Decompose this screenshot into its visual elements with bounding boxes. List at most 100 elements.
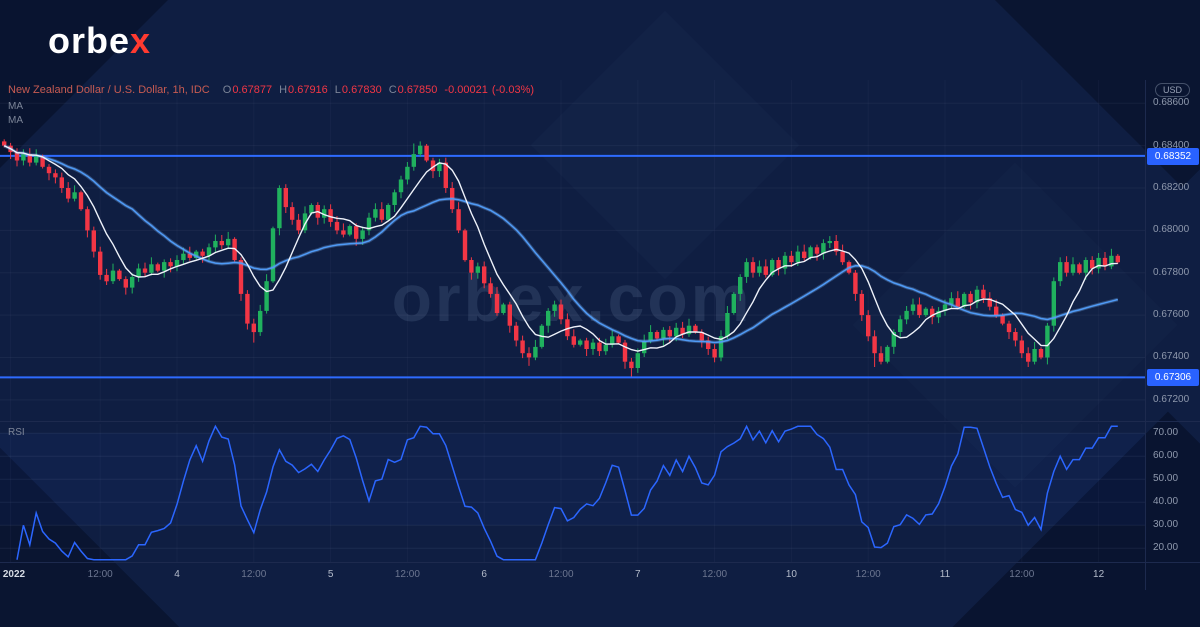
candle-body <box>1070 264 1076 273</box>
candle-body <box>72 192 77 199</box>
candle-body <box>91 230 96 252</box>
close-label: C <box>388 84 397 96</box>
pane-separator[interactable] <box>0 421 1200 422</box>
candle-body <box>1115 255 1120 263</box>
candle-body <box>1096 257 1101 269</box>
candle-body <box>98 251 103 275</box>
time-axis-label: 7 <box>635 569 641 580</box>
price-axis-label: 0.67200 <box>1153 393 1190 405</box>
candle-body <box>565 319 570 337</box>
candle-body <box>206 247 212 256</box>
candle-body <box>712 349 717 358</box>
ma-indicator-legend[interactable]: MA <box>8 115 23 126</box>
price-axis-label: 0.68000 <box>1153 224 1190 236</box>
axis-separator <box>1145 80 1146 590</box>
candle-body <box>526 353 532 358</box>
low-label: L <box>334 84 341 96</box>
candle-body <box>40 156 45 167</box>
candle-body <box>552 304 557 311</box>
candle-body <box>680 327 685 335</box>
ma-fast-line <box>3 145 1118 352</box>
candle-body <box>757 266 762 273</box>
candle-body <box>14 152 20 161</box>
candle-body <box>571 336 576 345</box>
candle-body <box>942 304 948 311</box>
candle-body <box>53 173 58 178</box>
candle-body <box>1102 257 1108 267</box>
candle-body <box>1019 340 1024 354</box>
candle-body <box>590 342 596 349</box>
candle-body <box>354 226 359 239</box>
candle-body <box>686 325 692 335</box>
rsi-chart-pane[interactable] <box>0 424 1145 562</box>
candle-body <box>1083 260 1088 273</box>
candle-body <box>616 336 621 343</box>
candle-body <box>437 162 442 172</box>
candle-body <box>917 304 922 316</box>
time-axis-label: 12:00 <box>702 569 728 580</box>
candle-body <box>584 340 589 349</box>
rsi-axis-label: 30.00 <box>1153 519 1179 531</box>
watermark-text: orbex.com <box>391 261 753 335</box>
candle-body <box>347 226 352 235</box>
candle-body <box>814 247 820 254</box>
ma-indicator-legend[interactable]: MA <box>8 101 23 112</box>
candle-body <box>398 179 404 193</box>
candle-body <box>789 255 794 263</box>
candle-body <box>328 209 333 222</box>
candle-body <box>123 279 128 288</box>
candle-body <box>821 243 826 254</box>
candle-body <box>270 228 276 282</box>
candle-body <box>802 251 807 258</box>
rsi-indicator-legend[interactable]: RSI <box>8 427 25 438</box>
candle-body <box>27 154 32 163</box>
candle-body <box>322 209 327 218</box>
rsi-axis-label: 70.00 <box>1153 427 1179 439</box>
price-axis[interactable]: USD 0.68600 0.68400 0.68200 0.68000 0.67800 0… <box>1145 80 1200 590</box>
candle-body <box>782 255 788 269</box>
candle-body <box>866 315 871 337</box>
candle-body <box>366 217 372 231</box>
candle-body <box>392 192 397 205</box>
candle-body <box>1058 262 1063 282</box>
candle-body <box>232 238 237 261</box>
candle-body <box>533 346 538 358</box>
candle-body <box>430 160 436 172</box>
candle-body <box>302 213 308 231</box>
time-axis-label: 10 <box>785 569 797 580</box>
candle-body <box>238 260 244 294</box>
candle-body <box>776 260 781 269</box>
price-level-badge: 0.68352 <box>1147 147 1199 165</box>
price-axis-label: 0.67800 <box>1153 266 1190 278</box>
candle-body <box>290 207 295 220</box>
symbol-title[interactable]: New Zealand Dollar / U.S. Dollar, 1h, ID… <box>8 84 210 96</box>
candle-body <box>296 219 301 231</box>
candle-body <box>1000 315 1005 324</box>
candle-body <box>648 332 653 341</box>
candle-body <box>558 304 564 320</box>
candle-body <box>718 336 724 358</box>
candle-body <box>763 266 768 275</box>
low-value: 0.67830 <box>341 84 382 96</box>
candle-body <box>360 230 365 239</box>
candle-body <box>885 346 890 362</box>
candle-body <box>21 154 26 161</box>
ma-slow-line <box>3 145 1118 344</box>
candle-body <box>578 340 583 345</box>
candle-body <box>699 332 704 341</box>
candle-body <box>597 342 602 352</box>
time-axis[interactable]: 2022 12:00 4 12:00 5 12:00 6 12:00 7 12:00 10 12:00… <box>0 562 1145 590</box>
candle-body <box>1051 281 1056 326</box>
candle-body <box>872 336 877 354</box>
candle-body <box>85 209 90 231</box>
pane-separator[interactable] <box>0 562 1200 563</box>
candle-body <box>1006 323 1012 333</box>
high-label: H <box>279 84 288 96</box>
candle-body <box>808 247 813 258</box>
rsi-line <box>16 424 1118 561</box>
main-chart-pane[interactable] <box>0 80 1145 421</box>
candle-body <box>66 188 71 199</box>
candle-body <box>341 230 346 235</box>
candle-body <box>827 241 832 244</box>
